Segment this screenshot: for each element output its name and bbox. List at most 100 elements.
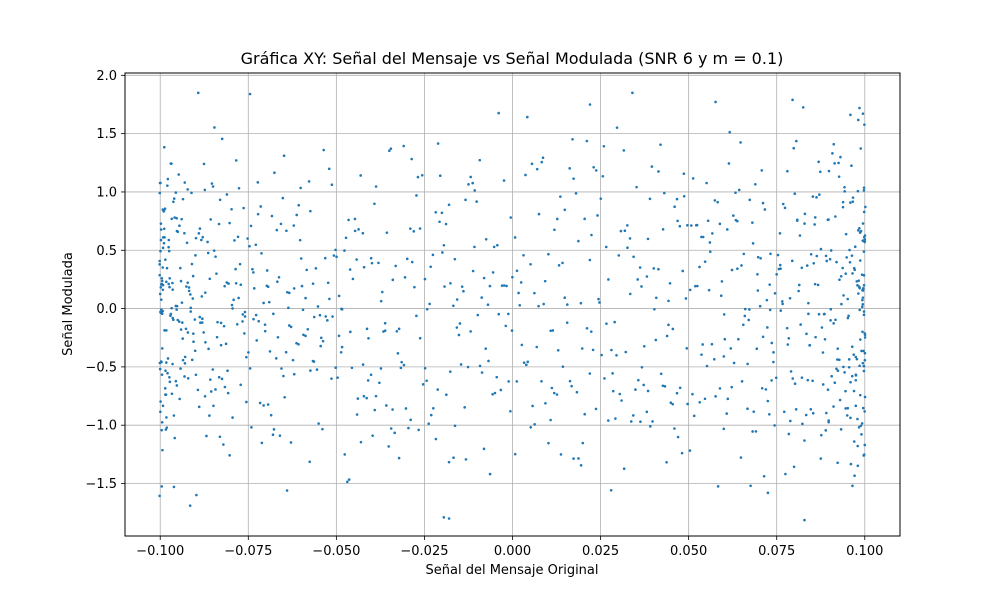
data-point [594, 407, 598, 411]
data-point [787, 337, 791, 340]
data-point [743, 307, 747, 311]
data-point [694, 284, 697, 288]
data-point [848, 248, 851, 252]
data-point [160, 279, 164, 283]
data-point [749, 484, 752, 488]
data-point [168, 376, 171, 379]
data-point [858, 393, 862, 397]
data-point [642, 383, 645, 387]
data-point [464, 198, 467, 202]
data-point [295, 341, 298, 345]
data-point [347, 478, 351, 481]
data-point [801, 106, 805, 109]
data-point [397, 456, 401, 460]
data-point [718, 222, 722, 226]
x-tick-label: 0.050 [670, 544, 707, 559]
data-point [788, 296, 792, 300]
data-point [787, 432, 791, 436]
data-point [391, 408, 394, 411]
x-axis-ticks: −0.100 −0.075 −0.050 −0.025 0.000 0.025 0.050 0… [136, 536, 883, 559]
data-point [205, 434, 208, 438]
data-point [385, 404, 388, 407]
data-point [176, 230, 180, 234]
data-point [158, 494, 161, 498]
data-point [209, 390, 213, 393]
data-point [478, 364, 482, 368]
data-point [482, 447, 486, 451]
data-point [813, 223, 816, 226]
data-point [452, 304, 455, 308]
data-point [497, 111, 500, 115]
data-point [270, 214, 274, 218]
data-point [850, 164, 853, 168]
data-point [271, 433, 275, 437]
data-point [860, 273, 864, 276]
data-point [515, 380, 519, 383]
data-point [237, 186, 241, 190]
data-point [175, 384, 179, 387]
data-point [821, 383, 825, 386]
data-point [160, 276, 164, 280]
data-point [206, 240, 209, 244]
data-point [742, 323, 745, 327]
data-point [818, 193, 821, 196]
data-point [589, 330, 593, 333]
data-point [212, 404, 215, 408]
data-point [200, 321, 204, 324]
data-point [484, 347, 488, 350]
data-point [215, 272, 218, 275]
data-point [762, 474, 766, 478]
data-point [559, 195, 562, 198]
data-point [279, 222, 283, 226]
data-point [800, 266, 804, 270]
data-point [173, 436, 177, 440]
data-point [581, 441, 585, 445]
data-point [394, 264, 397, 268]
data-point [409, 418, 412, 422]
data-point [819, 457, 823, 460]
data-point [314, 267, 318, 270]
data-point [186, 331, 190, 334]
data-point [861, 239, 865, 242]
data-point [805, 332, 808, 336]
data-point [852, 440, 856, 443]
data-point [491, 271, 495, 274]
data-point [748, 308, 751, 311]
data-point [848, 261, 852, 264]
data-point [646, 237, 650, 241]
data-point [251, 267, 254, 271]
data-point [628, 237, 632, 240]
x-axis-label: Señal del Mensaje Original [426, 563, 599, 578]
data-point [348, 268, 352, 271]
data-point [214, 388, 217, 391]
data-point [723, 337, 727, 341]
data-point [682, 172, 686, 176]
data-point [292, 372, 296, 376]
data-point [198, 315, 202, 319]
data-point [428, 302, 431, 306]
data-point [387, 445, 391, 448]
data-point [161, 208, 165, 211]
data-point [739, 456, 743, 459]
data-point [681, 269, 685, 273]
data-point [407, 426, 410, 430]
data-point [770, 341, 774, 345]
data-point [179, 279, 183, 283]
data-point [812, 262, 816, 265]
data-point [265, 284, 269, 288]
data-point [561, 365, 565, 368]
data-point [517, 291, 520, 295]
data-point [686, 224, 689, 227]
data-point [825, 259, 829, 263]
data-point [200, 295, 204, 298]
data-point [858, 364, 861, 368]
data-point [241, 313, 245, 316]
data-point [484, 238, 488, 241]
data-point [600, 353, 603, 357]
x-tick-label: −0.075 [224, 544, 272, 559]
data-point [429, 265, 432, 269]
data-point [186, 188, 189, 191]
data-point [518, 303, 522, 307]
data-point [167, 238, 171, 242]
data-point [331, 315, 334, 318]
